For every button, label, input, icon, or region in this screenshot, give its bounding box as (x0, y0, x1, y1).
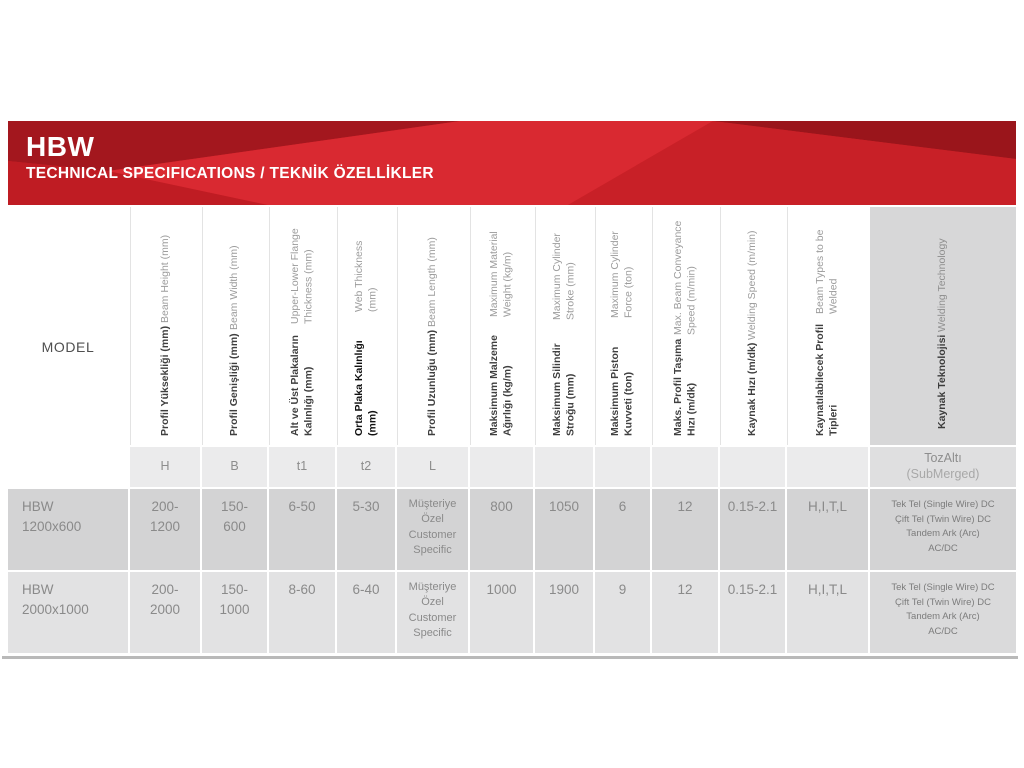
header-tr-label: Maksimum Piston Kuvveti (ton) (609, 346, 635, 436)
column-header-beam-types: Kaynatılabilecek Profil Tipleri Beam Type… (787, 207, 868, 445)
header-tr-label: Maksimum Malzeme Ağırlığı (kg/m) (488, 335, 514, 436)
table-cell-beam-width: 150- 1000 (202, 572, 267, 653)
column-header-beam-height: Profil Yüksekliği (mm) Beam Height (mm) (130, 207, 200, 445)
subheader-empty (595, 447, 650, 487)
table-cell-flange-thickness: 6-50 (269, 489, 335, 570)
table-cell-welding-speed: 0.15-2.1 (720, 489, 785, 570)
banner-facets-graphic (8, 121, 1016, 205)
subheader-empty (535, 447, 593, 487)
column-header-material-weight: Maksimum Malzeme Ağırlığı (kg/m) Maximum … (470, 207, 533, 445)
bottom-divider (2, 656, 1018, 659)
column-header-cylinder-force: Maksimum Piston Kuvveti (ton) Maximum Cyl… (595, 207, 650, 445)
subheader-H: H (130, 447, 200, 487)
header-en-label: Maximum Cylinder Stroke (mm) (550, 233, 577, 321)
column-header-beam-length: Profil Uzunluğu (mm) Beam Length (mm) (397, 207, 468, 445)
subheader-empty (787, 447, 868, 487)
header-tr-label: Kaynak Teknolojisi (936, 334, 949, 429)
subheader-empty (470, 447, 533, 487)
table-cell-cylinder-force: 6 (595, 489, 650, 570)
table-cell-beam-length: Müşteriye Özel Customer Specific (397, 489, 468, 570)
table-cell-flange-thickness: 8-60 (269, 572, 335, 653)
subheader-empty (720, 447, 785, 487)
header-tr-label: Profil Genişliği (mm) (228, 333, 241, 436)
header-tr-label: Maksimum Silindir Stroğu (mm) (550, 343, 577, 436)
header-en-label: Beam Length (mm) (426, 236, 439, 327)
column-header-beam-width: Profil Genişliği (mm) Beam Width (mm) (202, 207, 267, 445)
table-cell-web-thickness: 5-30 (337, 489, 395, 570)
header-tr-label: Profil Uzunluğu (mm) (426, 329, 439, 436)
table-cell-cylinder-stroke: 1050 (535, 489, 593, 570)
table-cell-web-thickness: 6-40 (337, 572, 395, 653)
subheader-L: L (397, 447, 468, 487)
submerged-label-tr: TozAltı (924, 451, 962, 466)
column-header-welding-technology: Kaynak Teknolojisi Welding Technology (870, 207, 1016, 445)
subheader-submerged: TozAltı (SubMerged) (870, 447, 1016, 487)
table-cell-beam-length: Müşteriye Özel Customer Specific (397, 572, 468, 653)
header-en-label: Maximum Material Weight (kg/m) (488, 231, 514, 318)
header-en-label: Web Thickness (mm) (352, 240, 379, 312)
banner-text: HBW TECHNICAL SPECIFICATIONS / TEKNİK ÖZ… (8, 121, 1016, 183)
subheader-t1: t1 (269, 447, 335, 487)
header-en-label: Beam Width (mm) (228, 245, 241, 331)
header-en-label: Upper-Lower Flange Thickness (mm) (288, 228, 315, 324)
table-cell-material-weight: 800 (470, 489, 533, 570)
table-cell-welding-technology: Tek Tel (Single Wire) DC Çift Tel (Twin … (870, 572, 1016, 653)
model-cell: HBW 1200x600 (8, 489, 128, 570)
subheader-t2: t2 (337, 447, 395, 487)
table-cell-beam-types: H,I,T,L (787, 572, 868, 653)
table-cell-cylinder-stroke: 1900 (535, 572, 593, 653)
header-tr-label: Kaynatılabilecek Profil Tipleri (814, 323, 840, 436)
header-tr-label: Orta Plaka Kalınlığı (mm) (352, 340, 379, 436)
column-header-cylinder-stroke: Maksimum Silindir Stroğu (mm) Maximum Cyl… (535, 207, 593, 445)
table-cell-beam-width: 150- 600 (202, 489, 267, 570)
model-column-header: MODEL (8, 207, 128, 487)
table-cell-cylinder-force: 9 (595, 572, 650, 653)
table-cell-beam-height: 200- 2000 (130, 572, 200, 653)
banner: HBW TECHNICAL SPECIFICATIONS / TEKNİK ÖZ… (8, 121, 1016, 205)
header-en-label: Beam Types to be Welded (814, 230, 840, 315)
header-tr-label: Alt ve Üst Plakaların Kalınlığı (mm) (288, 335, 315, 436)
subheader-B: B (202, 447, 267, 487)
column-header-web-thickness: Orta Plaka Kalınlığı (mm) Web Thickness (… (337, 207, 395, 445)
table-cell-conveyance-speed: 12 (652, 572, 718, 653)
header-tr-label: Profil Yüksekliği (mm) (158, 325, 171, 436)
table-cell-beam-height: 200- 1200 (130, 489, 200, 570)
column-header-welding-speed: Kaynak Hızı (m/dk) Welding Speed (m/min) (720, 207, 785, 445)
subheader-empty (652, 447, 718, 487)
model-cell: HBW 2000x1000 (8, 572, 128, 653)
header-tr-label: Maks. Profil Taşıma Hızı (m/dk) (671, 338, 698, 436)
submerged-label-en: (SubMerged) (906, 467, 980, 481)
header-en-label: Welding Speed (m/min) (746, 230, 759, 340)
header-en-label: Maximum Cylinder Force (ton) (609, 231, 635, 319)
column-header-conveyance-speed: Maks. Profil Taşıma Hızı (m/dk) Max. Beam… (652, 207, 718, 445)
header-en-label: Beam Height (mm) (158, 234, 171, 323)
banner-subtitle: TECHNICAL SPECIFICATIONS / TEKNİK ÖZELLİ… (26, 165, 434, 183)
table-cell-beam-types: H,I,T,L (787, 489, 868, 570)
product-title: HBW (26, 131, 95, 162)
table-cell-welding-technology: Tek Tel (Single Wire) DC Çift Tel (Twin … (870, 489, 1016, 570)
header-en-label: Max. Beam Conveyance Speed (m/min) (671, 220, 698, 335)
table-cell-conveyance-speed: 12 (652, 489, 718, 570)
table-cell-material-weight: 1000 (470, 572, 533, 653)
table-cell-welding-speed: 0.15-2.1 (720, 572, 785, 653)
spec-table: MODEL Profil Yüksekliği (mm) Beam Height … (8, 207, 1016, 653)
header-tr-label: Kaynak Hızı (m/dk) (746, 342, 759, 436)
header-en-label: Welding Technology (936, 238, 949, 332)
column-header-flange-thickness: Alt ve Üst Plakaların Kalınlığı (mm) Uppe… (269, 207, 335, 445)
